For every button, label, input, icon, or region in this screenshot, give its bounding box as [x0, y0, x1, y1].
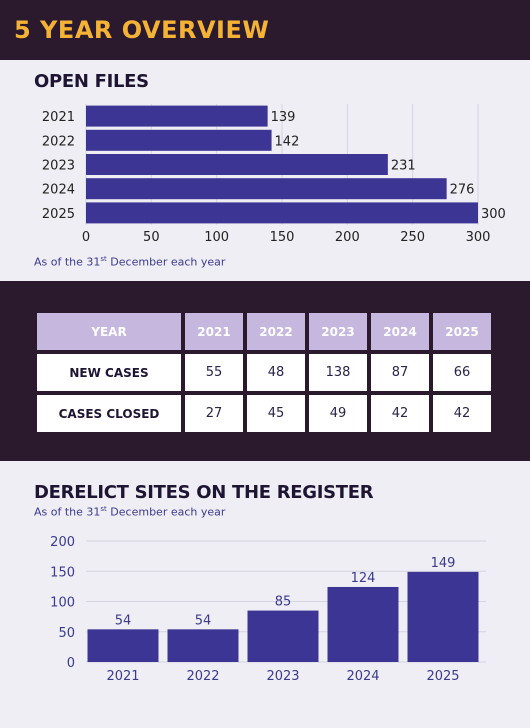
table-header-year: 2021 — [185, 313, 243, 350]
bar — [86, 202, 478, 224]
x-tick-label: 100 — [204, 230, 229, 245]
y-tick-label: 0 — [67, 656, 75, 671]
table-cell: 87 — [371, 354, 429, 391]
data-label: 231 — [391, 159, 416, 174]
table-cell: 55 — [185, 354, 243, 391]
y-tick-label: 2023 — [42, 159, 75, 174]
open-files-note-prefix: As of the 31 — [34, 255, 101, 269]
derelict-title: DERELICT SITES ON THE REGISTER — [34, 482, 374, 503]
derelict-note: As of the 31st December each year — [34, 505, 225, 519]
bar — [407, 571, 479, 662]
bar — [247, 610, 319, 662]
x-tick-label: 200 — [335, 230, 360, 245]
x-tick-label: 2023 — [266, 669, 299, 684]
table-header-year: 2024 — [371, 313, 429, 350]
y-tick-label: 2021 — [42, 110, 75, 125]
y-tick-label: 200 — [50, 535, 75, 550]
table-header-year: 2022 — [247, 313, 305, 350]
x-tick-label: 0 — [82, 230, 90, 245]
data-label: 142 — [275, 134, 300, 149]
x-tick-label: 250 — [400, 230, 425, 245]
open-files-note-sup: st — [100, 255, 107, 263]
open-files-note-suffix: December each year — [106, 255, 226, 269]
table-cell: 27 — [185, 395, 243, 432]
y-tick-label: 2022 — [42, 134, 75, 149]
row-label: CASES CLOSED — [37, 395, 181, 432]
derelict-chart: 0 50 100 150 200 54 2021 54 2022 85 2023 124 2024 149… — [50, 535, 486, 684]
table-cell: 66 — [433, 354, 491, 391]
page-title: 5 YEAR OVERVIEW — [14, 16, 270, 44]
bar — [327, 586, 399, 662]
open-files-title: OPEN FILES — [34, 71, 149, 92]
table-row: CASES CLOSED 27 45 49 42 42 — [37, 395, 491, 432]
overview-table: YEAR 2021 2022 2023 2024 2025 NEW CASES … — [33, 309, 495, 436]
y-tick-label: 150 — [50, 565, 75, 580]
x-tick-label: 50 — [143, 230, 160, 245]
table-header-year-label: YEAR — [37, 313, 181, 350]
table-cell: 138 — [309, 354, 367, 391]
data-label: 54 — [195, 613, 212, 628]
data-label: 300 — [481, 207, 506, 222]
table-cell: 48 — [247, 354, 305, 391]
y-tick-label: 2025 — [42, 207, 75, 222]
data-label: 124 — [351, 571, 376, 586]
x-tick-label: 2024 — [346, 669, 379, 684]
data-label: 139 — [271, 110, 296, 125]
table-header-year: 2025 — [433, 313, 491, 350]
y-tick-label: 50 — [58, 626, 75, 641]
y-tick-label: 2024 — [42, 183, 75, 198]
table-cell: 42 — [433, 395, 491, 432]
bar — [167, 629, 239, 662]
table-cell: 49 — [309, 395, 367, 432]
table-cell: 45 — [247, 395, 305, 432]
x-tick-label: 2022 — [186, 669, 219, 684]
data-label: 54 — [115, 613, 132, 628]
x-tick-label: 2025 — [426, 669, 459, 684]
table-header-row: YEAR 2021 2022 2023 2024 2025 — [37, 313, 491, 350]
bar — [86, 105, 268, 127]
table-header-year: 2023 — [309, 313, 367, 350]
bar — [86, 129, 272, 151]
bar — [86, 178, 447, 200]
table-row: NEW CASES 55 48 138 87 66 — [37, 354, 491, 391]
data-label: 85 — [275, 595, 292, 610]
row-label: NEW CASES — [37, 354, 181, 391]
table-cell: 42 — [371, 395, 429, 432]
x-tick-label: 300 — [466, 230, 491, 245]
bar — [86, 154, 388, 175]
x-tick-label: 2021 — [106, 669, 139, 684]
data-label: 149 — [431, 556, 456, 571]
y-tick-label: 100 — [50, 596, 75, 611]
x-tick-label: 150 — [270, 230, 295, 245]
open-files-note: As of the 31st December each year — [34, 255, 225, 269]
derelict-note-sup: st — [100, 505, 107, 513]
bar — [87, 629, 159, 662]
data-label: 276 — [450, 183, 475, 198]
header-band — [0, 0, 530, 60]
derelict-note-suffix: December each year — [106, 505, 226, 519]
derelict-note-prefix: As of the 31 — [34, 505, 101, 519]
open-files-chart: 0 50 100 150 200 250 300 2021 139 2022 142 2023 231 2… — [42, 104, 506, 245]
